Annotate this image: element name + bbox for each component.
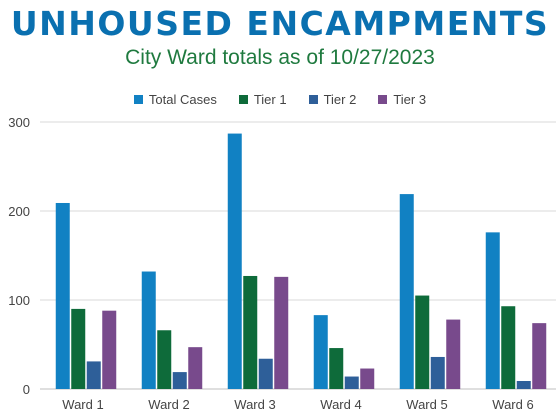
bar-tier-3-ward-4 <box>360 368 375 389</box>
legend-item-total-cases: Total Cases <box>133 92 217 107</box>
bar-total-cases-ward-2 <box>141 271 156 389</box>
bar-tier-2-ward-1 <box>86 361 101 389</box>
bar-tier-1-ward-1 <box>71 308 86 389</box>
legend-label-total-cases: Total Cases <box>148 92 217 107</box>
x-tick-label: Ward 6 <box>492 397 533 412</box>
y-tick-label: 200 <box>8 204 30 219</box>
bar-tier-2-ward-5 <box>430 356 445 389</box>
bar-tier-3-ward-3 <box>274 276 289 389</box>
bar-tier-3-ward-5 <box>446 319 461 389</box>
bar-tier-3-ward-6 <box>532 323 547 389</box>
legend-item-tier-2: Tier 2 <box>308 92 357 107</box>
x-tick-label: Ward 5 <box>406 397 447 412</box>
x-tick-label: Ward 3 <box>234 397 275 412</box>
legend-label-tier-2: Tier 2 <box>323 92 357 107</box>
bar-tier-1-ward-2 <box>157 330 172 389</box>
bar-total-cases-ward-1 <box>55 202 70 389</box>
legend-swatch-tier-1 <box>238 95 248 104</box>
x-tick-label: Ward 4 <box>320 397 361 412</box>
x-tick-label: Ward 1 <box>62 397 103 412</box>
bar-tier-1-ward-6 <box>501 306 516 389</box>
bar-tier-2-ward-6 <box>516 380 531 389</box>
x-tick-label: Ward 2 <box>148 397 189 412</box>
y-tick-label: 100 <box>8 293 30 308</box>
chart-title: UNHOUSED ENCAMPMENTS <box>10 4 550 43</box>
bar-tier-1-ward-3 <box>243 275 258 389</box>
bar-tier-1-ward-5 <box>415 295 430 389</box>
bar-total-cases-ward-5 <box>399 194 414 389</box>
legend-item-tier-3: Tier 3 <box>378 92 426 107</box>
legend-item-tier-1: Tier 1 <box>238 92 287 107</box>
bar-tier-2-ward-4 <box>344 376 359 389</box>
y-tick-label: 300 <box>8 115 30 130</box>
legend-swatch-tier-2 <box>308 95 318 104</box>
bar-tier-3-ward-2 <box>188 347 203 389</box>
chart-subtitle: City Ward totals as of 10/27/2023 <box>125 46 435 69</box>
bar-tier-2-ward-2 <box>172 372 187 389</box>
legend-swatch-tier-3 <box>378 95 388 104</box>
bar-total-cases-ward-3 <box>227 133 242 389</box>
legend-label-tier-1: Tier 1 <box>253 92 287 107</box>
legend: Total Cases Tier 1 Tier 2 Tier 3 <box>0 92 560 107</box>
legend-swatch-total-cases <box>133 95 143 104</box>
legend-label-tier-3: Tier 3 <box>393 92 427 107</box>
bar-total-cases-ward-6 <box>485 232 500 389</box>
bar-total-cases-ward-4 <box>313 315 328 389</box>
y-tick-label: 0 <box>23 382 30 397</box>
bar-tier-3-ward-1 <box>102 310 117 389</box>
bar-tier-2-ward-3 <box>258 358 273 389</box>
bar-tier-1-ward-4 <box>329 348 344 389</box>
